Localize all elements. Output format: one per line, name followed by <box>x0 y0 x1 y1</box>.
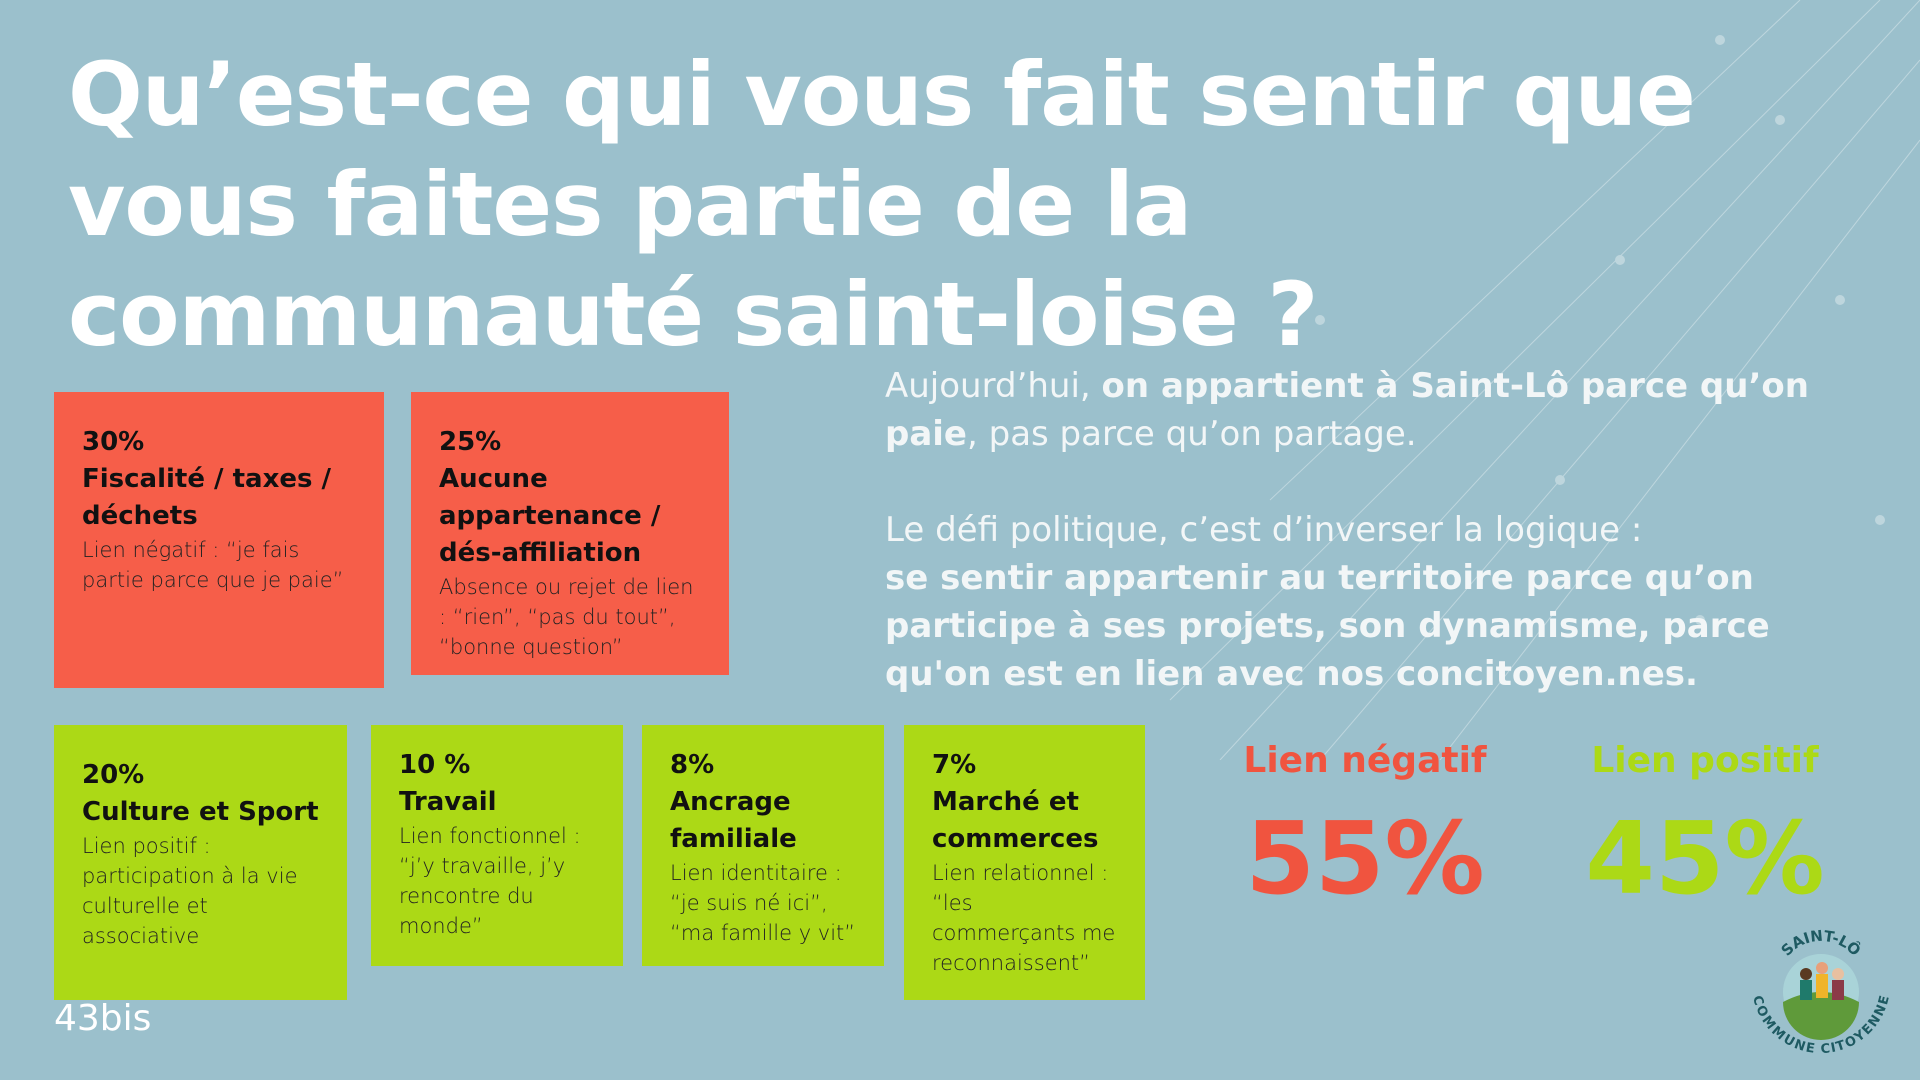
card-fiscalite: 30% Fiscalité / taxes / déchets Lien nég… <box>54 392 384 688</box>
card-desc: Lien négatif : “je fais partie parce que… <box>82 538 344 592</box>
card-percent: 10 % <box>399 750 471 780</box>
card-aucune-appartenance: 25% Aucune appartenance / dés-affiliatio… <box>411 392 729 675</box>
card-desc: Lien fonctionnel : “j’y travaille, j’y r… <box>399 824 581 938</box>
card-desc: Lien positif : participation à la vie cu… <box>82 834 298 948</box>
analysis-p1-end: , pas parce qu’on partage. <box>967 414 1417 454</box>
card-percent: 8% <box>670 750 715 780</box>
card-marche-commerces: 7% Marché et commerces Lien relationnel … <box>904 725 1145 1000</box>
positive-value: 45% <box>1585 800 1825 917</box>
card-culture-sport: 20% Culture et Sport Lien positif : part… <box>54 725 347 1000</box>
card-title: Fiscalité / taxes / déchets <box>82 464 331 531</box>
analysis-p1-start: Aujourd’hui, <box>885 366 1102 406</box>
decorative-lines <box>1169 0 1920 760</box>
card-travail: 10 % Travail Lien fonctionnel : “j’y tra… <box>371 725 623 966</box>
card-percent: 30% <box>82 427 145 457</box>
analysis-text: Aujourd’hui, on appartient à Saint-Lô pa… <box>885 362 1885 746</box>
card-desc: Lien identitaire : “je suis né ici”, “ma… <box>670 861 856 945</box>
card-desc: Lien relationnel : “les commerçants me r… <box>932 861 1116 975</box>
brand-43bis: 43bis <box>54 998 152 1039</box>
page-title: Qu’est-ce qui vous fait sentir que vous … <box>68 43 1696 366</box>
card-desc: Absence ou rejet de lien : “rien”, “pas … <box>439 575 694 659</box>
negative-value: 55% <box>1245 800 1485 917</box>
saint-lo-logo: SAINT-LÔ COMMUNE CITOYENNE <box>1750 927 1892 1056</box>
card-title: Marché et commerces <box>932 787 1099 854</box>
card-title: Travail <box>399 787 497 817</box>
analysis-p1-bold: on appartient à Saint-Lô parce qu’on pai… <box>885 366 1809 454</box>
card-percent: 20% <box>82 760 145 790</box>
card-ancrage-familiale: 8% Ancrage familiale Lien identitaire : … <box>642 725 884 966</box>
card-percent: 25% <box>439 427 502 457</box>
analysis-p2-bold: se sentir appartenir au territoire parce… <box>885 558 1770 694</box>
analysis-p2-start: Le défi politique, c’est d’inverser la l… <box>885 510 1643 550</box>
positive-label: Lien positif <box>1591 740 1819 781</box>
card-percent: 7% <box>932 750 977 780</box>
card-title: Ancrage familiale <box>670 787 797 854</box>
card-title: Aucune appartenance / dés-affiliation <box>439 464 661 568</box>
negative-label: Lien négatif <box>1243 740 1487 781</box>
card-title: Culture et Sport <box>82 797 319 827</box>
